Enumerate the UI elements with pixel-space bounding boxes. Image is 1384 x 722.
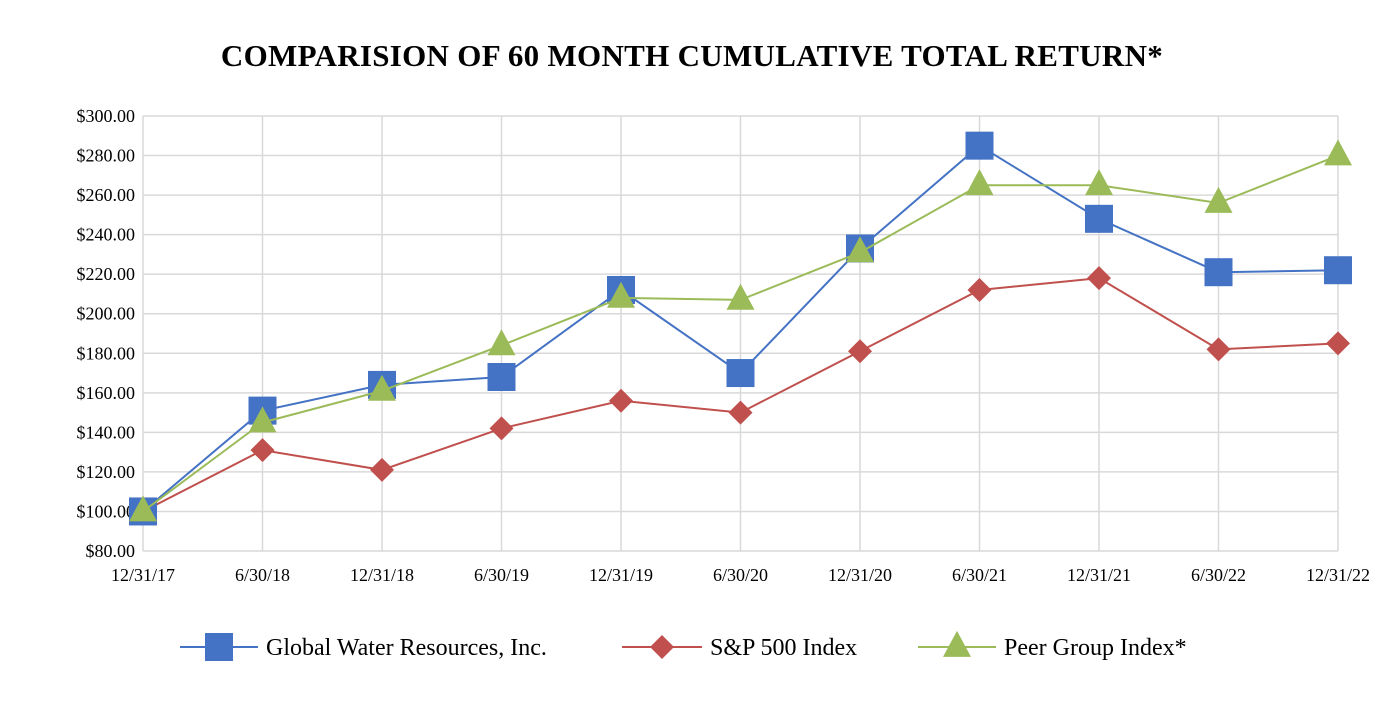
x-tick-label: 12/31/20 <box>828 565 892 585</box>
x-tick-label: 6/30/19 <box>474 565 529 585</box>
series-layer <box>129 131 1352 526</box>
y-tick-label: $180.00 <box>77 343 136 363</box>
data-point-triangle <box>1085 169 1113 196</box>
y-tick-label: $80.00 <box>86 541 136 561</box>
legend-label: Global Water Resources, Inc. <box>266 635 547 661</box>
data-point-triangle <box>1324 139 1352 166</box>
legend: Global Water Resources, Inc. S&P 500 Inde… <box>180 630 1187 661</box>
x-tick-label: 12/31/21 <box>1067 565 1131 585</box>
data-point-diamond <box>609 388 633 413</box>
series-triangle <box>129 139 1352 522</box>
x-tick-label: 6/30/22 <box>1191 565 1246 585</box>
data-point-diamond <box>250 438 275 463</box>
data-point-triangle <box>846 236 874 263</box>
data-point-diamond <box>967 278 992 302</box>
x-tick-label: 12/31/18 <box>350 565 414 585</box>
legend-marker-square <box>205 633 233 661</box>
data-point-square <box>487 363 516 391</box>
data-point-square <box>1085 204 1113 233</box>
data-point-triangle <box>607 281 635 308</box>
data-point-triangle <box>487 329 516 356</box>
y-tick-label: $100.00 <box>77 501 136 521</box>
y-tick-label: $300.00 <box>77 106 136 126</box>
data-point-diamond <box>1087 266 1111 291</box>
axis-layer: $80.00 $100.00 $120.00 $140.00 $160.00 $180.0… <box>77 106 1371 585</box>
data-point-square <box>726 359 755 388</box>
data-point-square <box>965 131 994 160</box>
legend-item: S&P 500 Index <box>622 635 857 661</box>
data-point-square <box>1324 256 1352 285</box>
data-point-diamond <box>728 400 753 425</box>
data-point-square <box>1204 258 1233 287</box>
y-tick-label: $120.00 <box>77 462 136 482</box>
data-point-triangle <box>726 283 755 310</box>
data-point-diamond <box>848 339 872 364</box>
x-tick-label: 6/30/21 <box>952 565 1007 585</box>
y-tick-label: $240.00 <box>77 225 136 245</box>
legend-marker-triangle <box>943 630 971 657</box>
data-point-diamond <box>370 457 394 482</box>
y-tick-label: $140.00 <box>77 422 136 442</box>
data-point-triangle <box>368 374 396 401</box>
data-point-triangle <box>965 169 994 196</box>
y-tick-label: $260.00 <box>77 185 136 205</box>
x-tick-label: 6/30/18 <box>235 565 290 585</box>
data-point-triangle <box>248 406 277 433</box>
y-tick-label: $280.00 <box>77 146 136 166</box>
legend-label: Peer Group Index* <box>1004 635 1187 661</box>
x-tick-label: 12/31/22 <box>1306 565 1370 585</box>
x-tick-label: 12/31/19 <box>589 565 653 585</box>
chart-title: COMPARISION OF 60 MONTH CUMULATIVE TOTAL… <box>220 38 1164 73</box>
data-point-triangle <box>1204 186 1233 213</box>
x-tick-label: 6/30/20 <box>713 565 768 585</box>
data-point-triangle <box>129 495 157 522</box>
series-diamond <box>131 266 1350 524</box>
x-tick-label: 12/31/17 <box>111 565 175 585</box>
data-point-diamond <box>1326 331 1350 356</box>
y-tick-label: $160.00 <box>77 383 136 403</box>
y-tick-label: $220.00 <box>77 264 136 284</box>
y-tick-label: $200.00 <box>77 304 136 324</box>
legend-item: Global Water Resources, Inc. <box>180 633 547 661</box>
grid-layer <box>142 115 1339 552</box>
legend-marker-diamond <box>650 635 674 659</box>
data-point-diamond <box>489 416 514 441</box>
data-point-diamond <box>1206 337 1231 362</box>
legend-label: S&P 500 Index <box>710 635 857 661</box>
legend-item: Peer Group Index* <box>918 630 1187 661</box>
